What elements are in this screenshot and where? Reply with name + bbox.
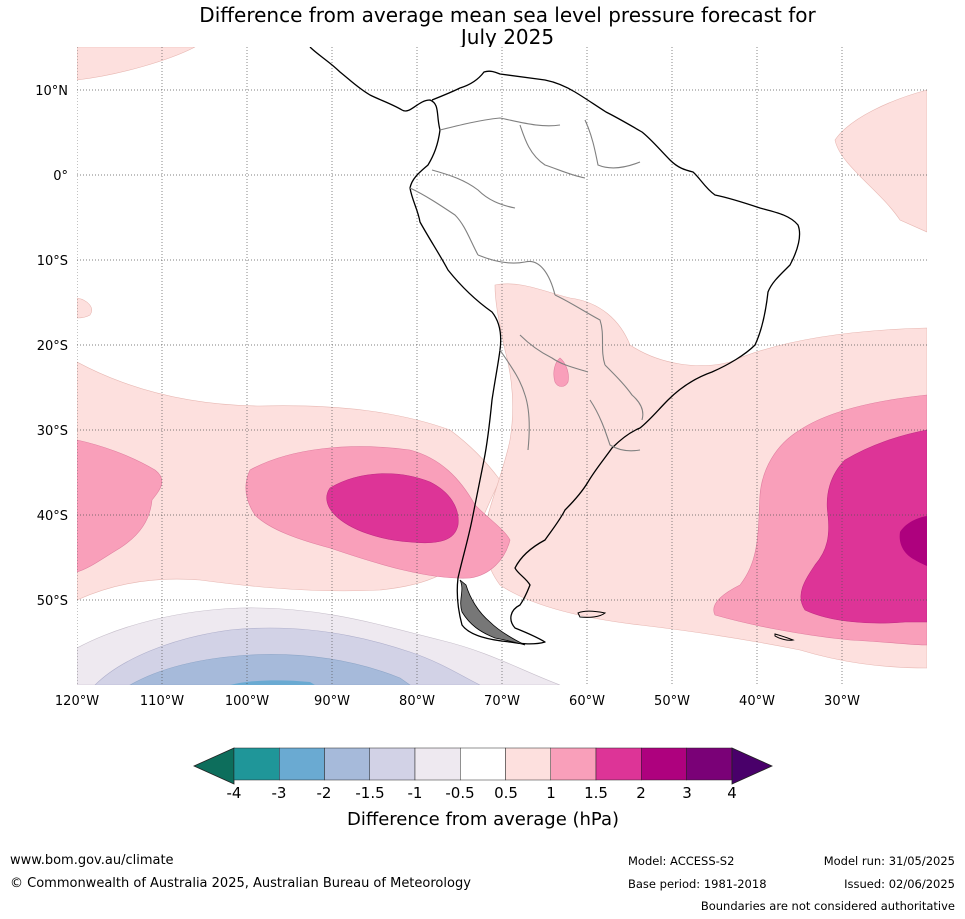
colorbar-swatch: [595, 747, 642, 781]
issued-date: Issued: 02/06/2025: [844, 877, 955, 891]
lon-label: 120°W: [55, 694, 99, 709]
lon-label: 30°W: [824, 694, 860, 709]
model-run: Model run: 31/05/2025: [823, 854, 955, 868]
colorbar-tick-label: -1: [408, 784, 423, 802]
colorbar-tick-label: -3: [272, 784, 287, 802]
lon-label: 50°W: [654, 694, 690, 709]
title-line-1: Difference from average mean sea level p…: [199, 3, 816, 27]
model-name: Model: ACCESS-S2: [628, 854, 735, 868]
colorbar-tick-label: -1.5: [355, 784, 384, 802]
contour-positive-1.5-atlantic: [800, 429, 927, 624]
colorbar: -4 -3 -2 -1.5 -1 -0.5 0.5 1 1.5 2 3 4 Di…: [193, 747, 773, 830]
contour-positive-1-inland: [553, 357, 569, 387]
colorbar-swatch: [414, 747, 461, 781]
lat-label: 40°S: [37, 509, 68, 524]
colorbar-swatch: [233, 747, 280, 781]
colorbar-swatch: [686, 747, 732, 781]
lat-label: 20°S: [37, 339, 68, 354]
falkland-islands: [577, 610, 607, 618]
longitude-labels: 120°W 110°W 100°W 90°W 80°W 70°W 60°W 50…: [55, 694, 860, 709]
south-georgia: [774, 633, 795, 641]
contour-positive-1.5-center: [326, 473, 459, 544]
boundary-disclaimer: Boundaries are not considered authoritat…: [700, 899, 955, 913]
lon-label: 70°W: [484, 694, 520, 709]
copyright-text: © Commonwealth of Australia 2025, Austra…: [10, 876, 471, 891]
title-line-2: July 2025: [460, 25, 555, 49]
graticule: [77, 47, 927, 685]
colorbar-extend-high: [731, 747, 773, 785]
website-link[interactable]: www.bom.gov.au/climate: [10, 853, 174, 868]
lon-label: 80°W: [399, 694, 435, 709]
colorbar-swatch: [324, 747, 370, 781]
map-title: Difference from average mean sea level p…: [0, 4, 965, 48]
colorbar-swatch: [641, 747, 687, 781]
colorbar-swatch: [369, 747, 416, 781]
lat-label: 50°S: [37, 594, 68, 609]
colorbar-tick-label: 1.5: [584, 784, 608, 802]
contour-negative-1.5: [129, 654, 411, 685]
country-borders: [409, 117, 644, 452]
colorbar-label: Difference from average (hPa): [347, 809, 619, 830]
colorbar-swatch: [460, 747, 506, 781]
lat-label: 0°: [53, 169, 68, 184]
lon-label: 90°W: [314, 694, 350, 709]
contour-positive-0.5-north: [77, 47, 196, 81]
colorbar-tick-label: -2: [317, 784, 332, 802]
colorbar-tick-label: -0.5: [445, 784, 474, 802]
contour-positive-1-west: [77, 439, 163, 573]
colorbar-swatch: [505, 747, 551, 781]
colorbar-swatch: [550, 747, 597, 781]
colorbar-tick-label: 1: [546, 784, 556, 802]
map-plot-area: [77, 47, 927, 685]
lon-label: 40°W: [739, 694, 775, 709]
colorbar-tick-label: 4: [727, 784, 737, 802]
colorbar-tick-label: 2: [636, 784, 646, 802]
lat-label: 10°N: [35, 84, 68, 99]
south-america-coastline: [309, 47, 801, 645]
lat-label: 30°S: [37, 424, 68, 439]
colorbar-tick-label: 3: [682, 784, 692, 802]
colorbar-tick-labels: -4 -3 -2 -1.5 -1 -0.5 0.5 1 1.5 2 3 4: [227, 784, 737, 802]
contour-positive-2-atlantic: [899, 516, 927, 566]
colorbar-tick-label: 0.5: [494, 784, 518, 802]
lon-label: 110°W: [140, 694, 184, 709]
colorbar-tick-label: -4: [227, 784, 242, 802]
lat-label: 10°S: [37, 254, 68, 269]
latitude-labels: 10°N 0° 10°S 20°S 30°S 40°S 50°S: [35, 84, 68, 609]
contour-negative-2: [230, 680, 315, 685]
contour-positive-0.5-northeast: [834, 89, 927, 233]
lon-label: 60°W: [569, 694, 605, 709]
contour-positive-0.5-west-patch: [77, 297, 92, 319]
base-period: Base period: 1981-2018: [628, 877, 767, 891]
colorbar-swatch: [279, 747, 325, 781]
colorbar-extend-low: [193, 747, 235, 785]
lon-label: 100°W: [225, 694, 269, 709]
tierra-del-fuego: [459, 579, 526, 646]
